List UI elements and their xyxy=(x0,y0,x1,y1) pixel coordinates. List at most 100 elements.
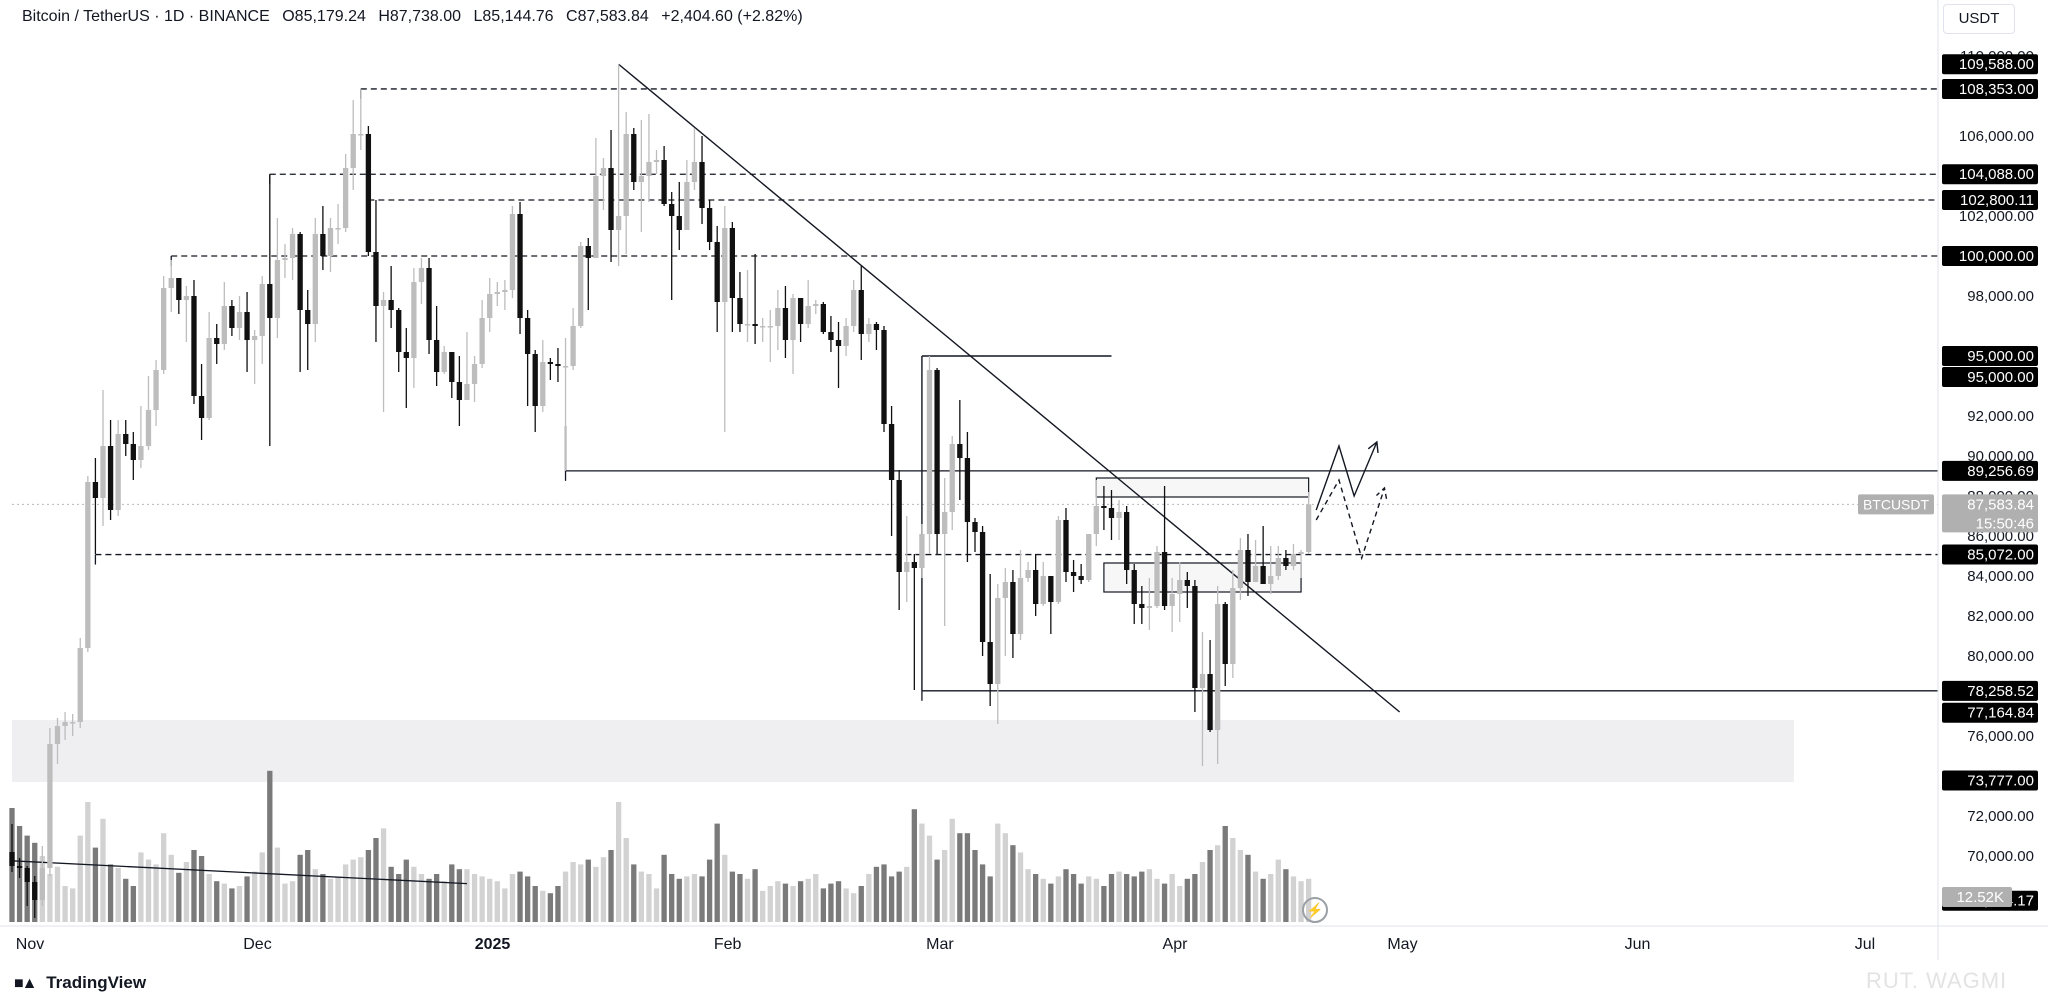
candle-body xyxy=(737,298,743,324)
volume-bar xyxy=(691,874,698,922)
candle-body xyxy=(153,370,159,410)
volume-bar xyxy=(1290,876,1297,922)
candle-body xyxy=(1010,582,1016,634)
volume-label: 12.52K xyxy=(1956,889,2004,906)
volume-bar xyxy=(305,850,311,922)
volume-bar xyxy=(873,866,880,922)
candle-body xyxy=(775,308,781,326)
volume-bar xyxy=(1078,883,1084,922)
candle-body xyxy=(623,134,629,216)
volume-bar xyxy=(411,866,417,922)
candle-body xyxy=(342,168,349,228)
candle-body xyxy=(1214,604,1221,730)
volume-bar xyxy=(1214,845,1221,922)
projection-arrowhead xyxy=(1375,486,1388,499)
lightning-icon[interactable]: ⚡ xyxy=(1302,897,1328,923)
candle-body xyxy=(426,268,432,340)
volume-bar xyxy=(540,890,546,922)
candle-body xyxy=(760,326,766,328)
candle-body xyxy=(9,852,15,866)
candle-body xyxy=(85,482,91,648)
candle-body xyxy=(1101,506,1107,508)
ohlc-change: +2,404.60 (+2.82%) xyxy=(661,8,803,25)
candle-body xyxy=(350,134,356,168)
volume-bar xyxy=(456,869,463,922)
candle-body xyxy=(259,284,265,336)
candle-body xyxy=(926,370,933,534)
volume-bar xyxy=(1192,874,1198,922)
volume-bar xyxy=(479,876,485,922)
volume-bar xyxy=(555,886,561,922)
candle-body xyxy=(456,382,463,400)
volume-bar xyxy=(1146,869,1153,922)
candle-body xyxy=(32,882,38,900)
candle-body xyxy=(1154,552,1160,606)
candle-body xyxy=(509,214,516,290)
volume-bar xyxy=(388,866,394,922)
volume-bar xyxy=(1245,854,1251,922)
price-tick-label: 84,000.00 xyxy=(1967,568,2034,585)
price-label-box xyxy=(1942,460,2038,481)
candle-body xyxy=(722,228,728,302)
candle-body xyxy=(676,216,682,230)
ohlc-close: C87,583.84 xyxy=(566,8,649,25)
price-label-box xyxy=(1942,78,2038,99)
candle-body xyxy=(365,134,372,252)
candle-body xyxy=(1040,576,1046,604)
candle-body xyxy=(691,162,698,182)
volume-bar xyxy=(433,874,440,922)
candle-body xyxy=(972,522,978,532)
currency-button[interactable]: USDT xyxy=(1943,4,2015,34)
price-label-box xyxy=(1942,164,2038,185)
volume-bar xyxy=(524,876,531,922)
volume-bar xyxy=(911,809,917,922)
time-tick-label: Feb xyxy=(714,936,742,953)
candle-body xyxy=(1123,512,1130,570)
volume-bar xyxy=(1017,852,1024,922)
volume-bar xyxy=(1040,878,1046,922)
volume-bar xyxy=(760,890,766,922)
candle-body xyxy=(1199,674,1206,688)
price-label-box xyxy=(1942,544,2038,565)
projection-arrowhead xyxy=(1367,440,1379,454)
candle-body xyxy=(433,340,440,372)
time-tick-label: Mar xyxy=(926,936,954,953)
volume-bar xyxy=(562,871,569,922)
volume-bar xyxy=(426,878,432,922)
candle-body xyxy=(729,228,736,298)
candle-body xyxy=(714,242,720,302)
volume-bar xyxy=(669,874,675,922)
candle-body xyxy=(335,228,341,230)
volume-bar xyxy=(191,850,197,922)
volume-bar xyxy=(373,838,379,922)
volume-bar xyxy=(805,878,811,922)
candle-body xyxy=(919,534,925,568)
volume-bar xyxy=(198,856,205,922)
volume-bar xyxy=(54,866,61,922)
candle-body xyxy=(145,410,152,446)
volume-bar xyxy=(532,886,538,922)
volume-bar xyxy=(70,888,76,922)
symbol-title[interactable]: Bitcoin / TetherUS · 1D · BINANCE xyxy=(22,8,270,25)
volume-bar xyxy=(593,866,599,922)
candle-body xyxy=(1002,582,1008,598)
candle-body xyxy=(312,234,318,324)
volume-bar xyxy=(206,874,212,922)
volume-bar xyxy=(782,883,789,922)
volume-bar xyxy=(934,859,940,922)
candle-body xyxy=(661,160,667,204)
volume-bar xyxy=(851,893,857,922)
price-label-box xyxy=(1942,54,2038,75)
candle-body xyxy=(502,290,508,292)
candle-body xyxy=(39,868,45,900)
candle-body xyxy=(1268,576,1274,584)
ticker-label: BTCUSDT xyxy=(1863,496,1930,512)
volume-bar xyxy=(77,835,83,922)
volume-bar xyxy=(1207,850,1213,922)
tradingview-logo[interactable]: ■▲ TradingView xyxy=(14,973,146,993)
candle-body xyxy=(896,480,902,572)
candle-body xyxy=(1177,580,1183,594)
volume-bar xyxy=(820,888,827,922)
candle-body xyxy=(198,396,205,418)
